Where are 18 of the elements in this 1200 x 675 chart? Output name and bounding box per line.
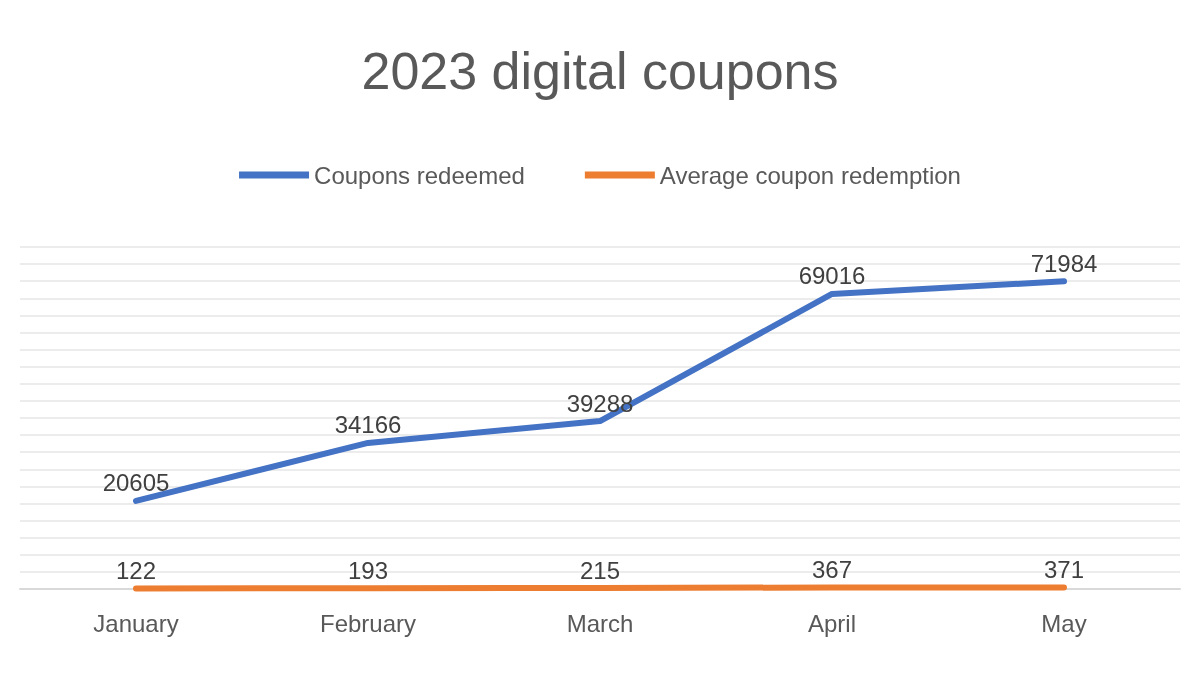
legend-label: Coupons redeemed: [314, 161, 525, 189]
data-label: 367: [811, 555, 853, 583]
data-label: 371: [1043, 555, 1085, 583]
data-label: 69016: [798, 262, 866, 290]
data-label: 20605: [102, 469, 170, 497]
data-label: 193: [347, 556, 389, 584]
data-label: 215: [579, 556, 621, 584]
x-tick-label: March: [566, 609, 634, 637]
data-label: 71984: [1030, 249, 1098, 277]
data-label: 39288: [566, 389, 634, 417]
x-tick-label: January: [93, 609, 179, 637]
chart-title: 2023 digital coupons: [361, 42, 839, 100]
x-tick-label: May: [1041, 609, 1087, 637]
x-tick-label: April: [807, 609, 857, 637]
data-label: 122: [115, 556, 157, 584]
data-label: 34166: [334, 411, 402, 439]
legend-label: Average coupon redemption: [659, 161, 961, 189]
x-tick-label: February: [319, 609, 417, 637]
